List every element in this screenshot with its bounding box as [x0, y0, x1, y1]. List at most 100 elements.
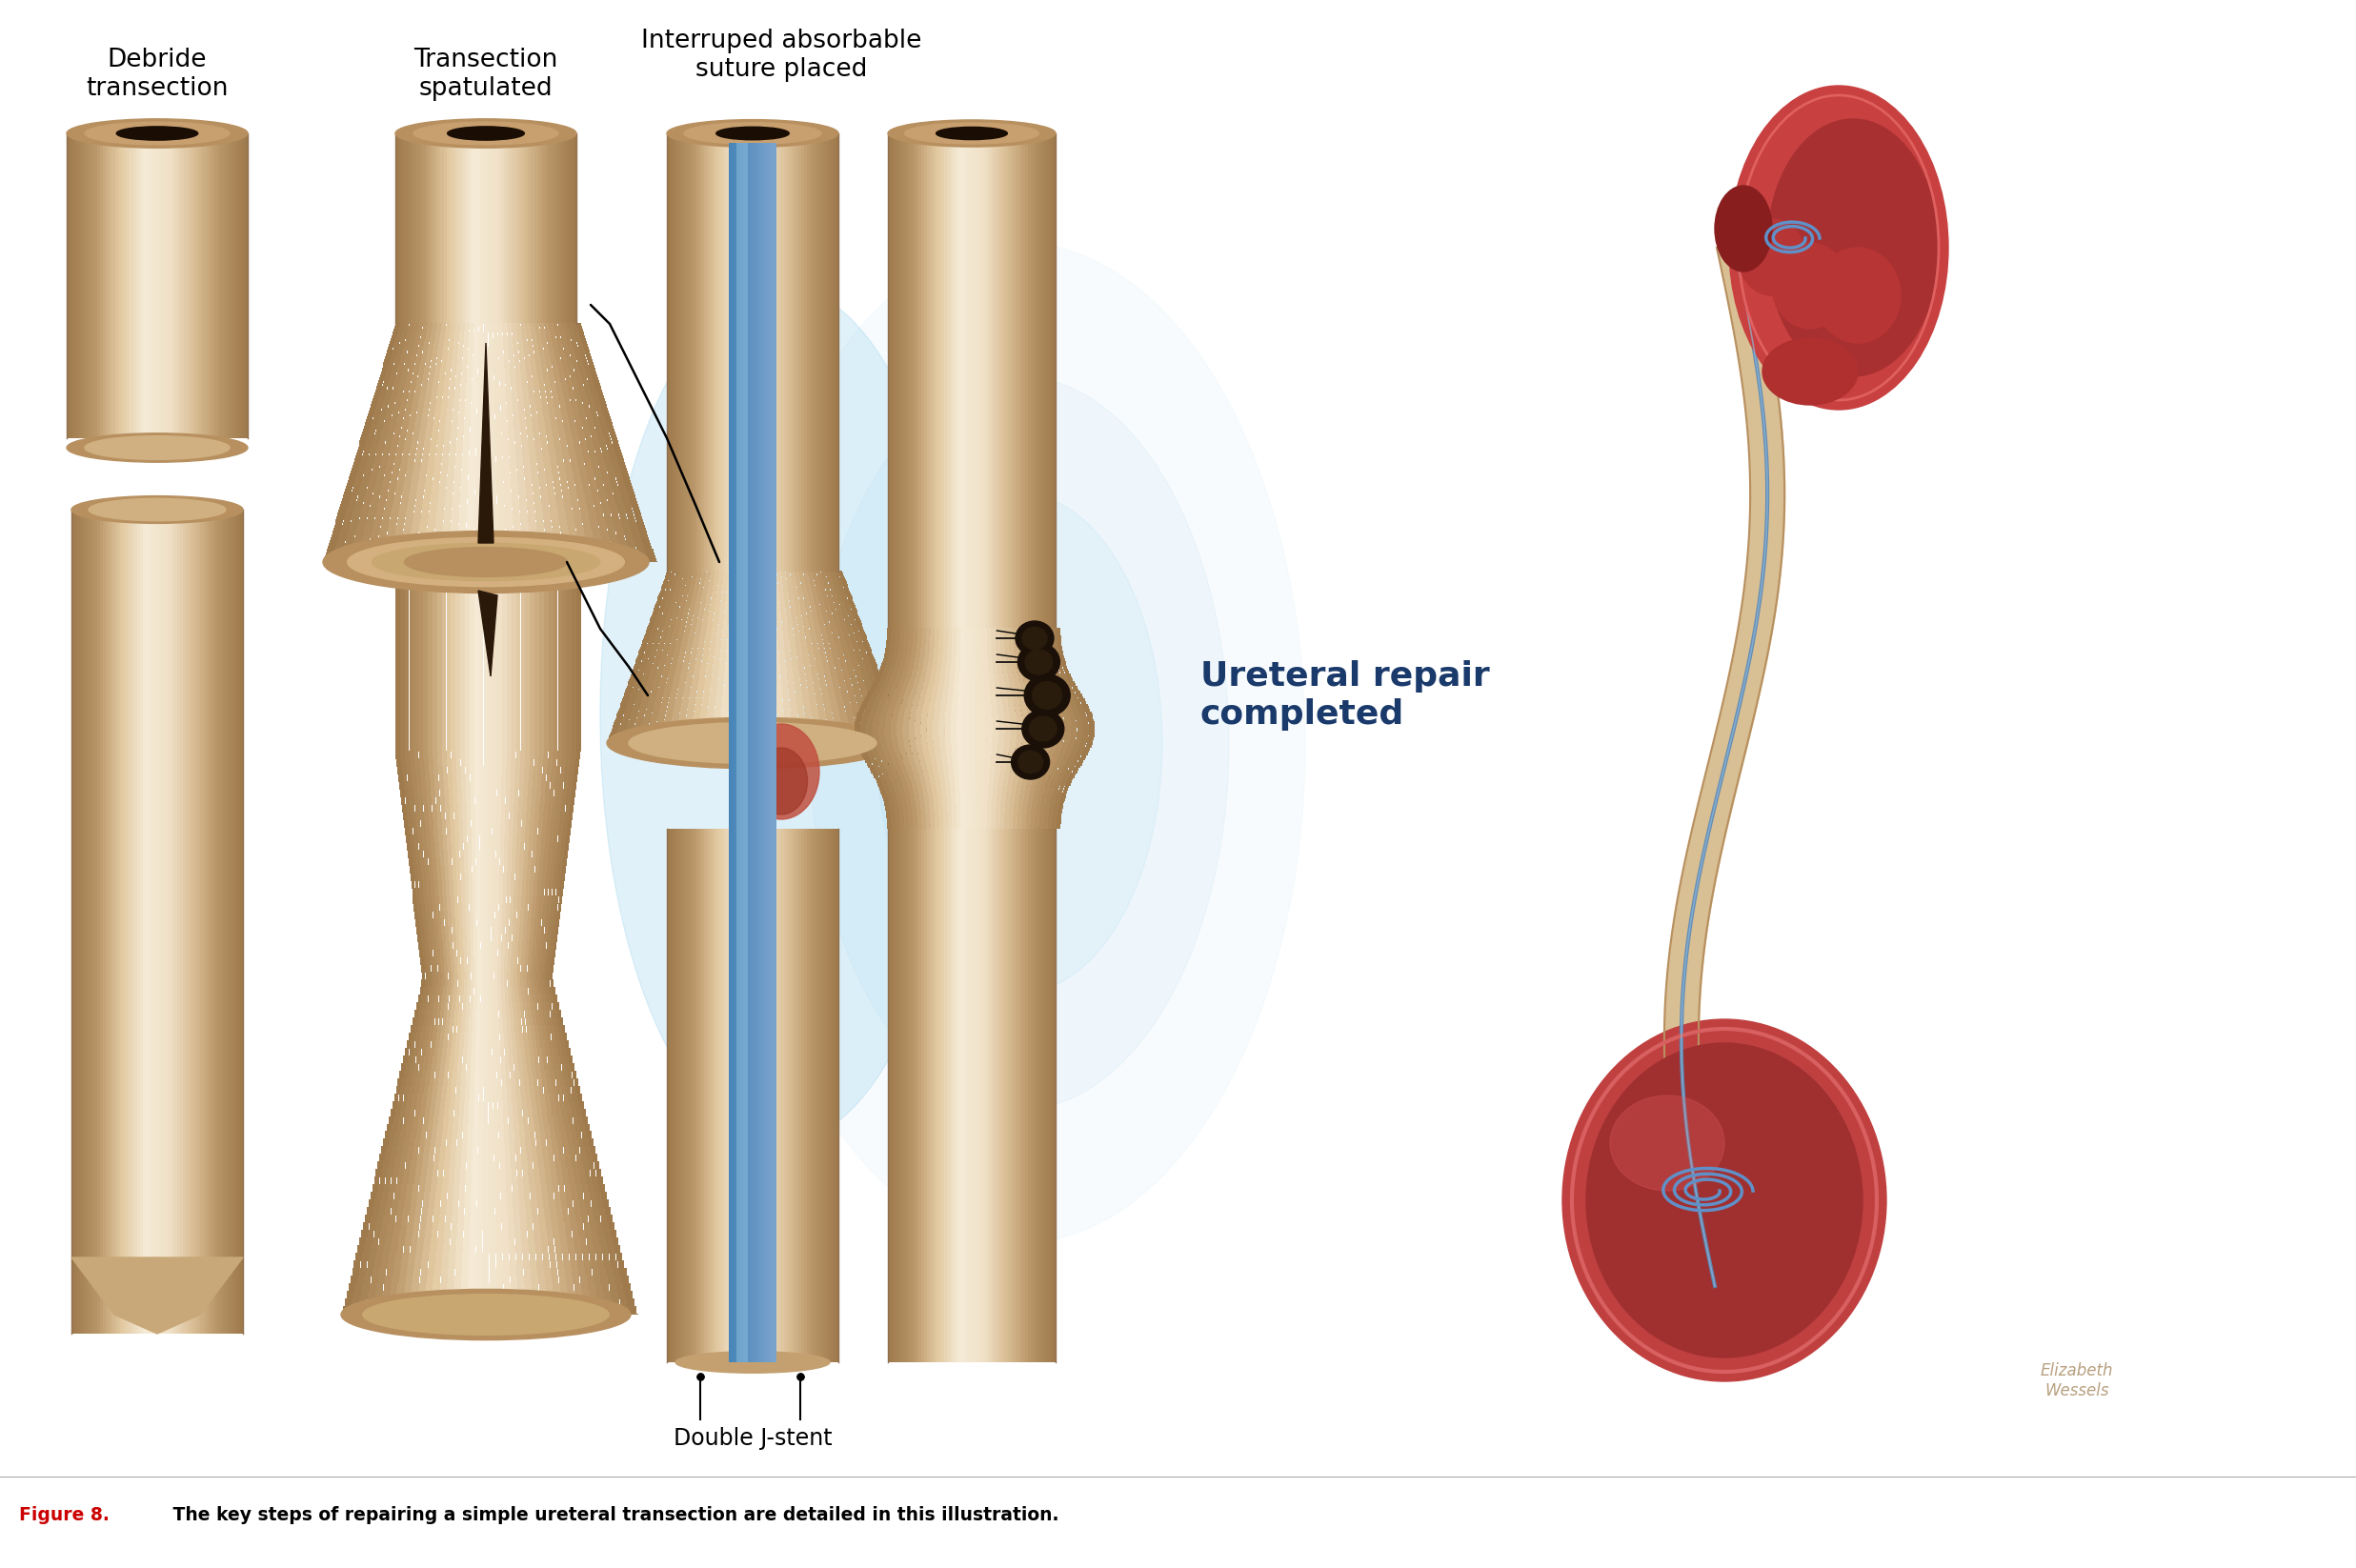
Bar	[688, 829, 690, 1363]
Bar	[712, 829, 716, 1363]
Bar	[891, 643, 895, 646]
Bar	[417, 895, 419, 905]
Bar	[655, 616, 662, 619]
Bar	[712, 668, 719, 671]
Bar	[540, 964, 544, 972]
Bar	[542, 365, 547, 368]
Bar	[702, 133, 704, 572]
Bar	[737, 662, 744, 665]
Bar	[523, 972, 528, 980]
Bar	[575, 453, 582, 456]
Bar	[653, 735, 660, 739]
Bar	[577, 1306, 584, 1314]
Bar	[360, 516, 368, 521]
Bar	[497, 552, 507, 557]
Bar	[900, 751, 907, 756]
Bar	[860, 646, 865, 649]
Bar	[474, 372, 478, 375]
Bar	[740, 593, 744, 596]
Bar	[714, 577, 719, 580]
Bar	[662, 612, 667, 615]
Bar	[766, 616, 770, 619]
Bar	[947, 792, 952, 797]
Bar	[502, 577, 507, 585]
Bar	[843, 588, 848, 591]
Bar	[1023, 630, 1025, 633]
Bar	[827, 720, 834, 723]
Bar	[504, 1146, 509, 1156]
Bar	[1041, 699, 1046, 702]
Bar	[422, 461, 429, 466]
Bar	[429, 414, 434, 417]
Bar	[1084, 734, 1088, 737]
Bar	[476, 927, 481, 935]
Bar	[410, 676, 415, 684]
Bar	[1053, 804, 1058, 809]
Bar	[832, 579, 836, 582]
Bar	[452, 492, 459, 495]
Bar	[1015, 798, 1020, 801]
Bar	[1032, 745, 1039, 748]
Bar	[620, 729, 627, 732]
Bar	[530, 637, 535, 646]
Bar	[605, 558, 615, 561]
Bar	[417, 1192, 424, 1201]
Bar	[794, 638, 801, 641]
Bar	[570, 489, 575, 492]
Bar	[881, 699, 886, 702]
Bar	[403, 1071, 408, 1079]
Bar	[530, 652, 535, 660]
Bar	[584, 386, 589, 390]
Bar	[422, 389, 426, 394]
Bar	[551, 903, 554, 911]
Bar	[488, 767, 492, 775]
Bar	[384, 362, 389, 365]
Bar	[719, 627, 723, 630]
Bar	[704, 610, 709, 613]
Bar	[497, 522, 504, 525]
Bar	[808, 646, 813, 649]
Bar	[973, 635, 978, 638]
Bar	[434, 477, 441, 481]
Bar	[471, 858, 476, 866]
Bar	[1048, 778, 1053, 781]
Bar	[441, 820, 445, 828]
Bar	[382, 386, 386, 390]
Bar	[497, 615, 502, 622]
Bar	[1020, 701, 1025, 704]
Bar	[582, 343, 587, 348]
Bar	[551, 519, 558, 522]
Bar	[459, 525, 466, 528]
Bar	[872, 663, 876, 666]
Bar	[900, 663, 905, 666]
Bar	[401, 431, 408, 436]
Bar	[749, 629, 756, 632]
Bar	[492, 873, 495, 881]
Bar	[554, 781, 558, 790]
Bar	[650, 723, 657, 726]
Bar	[495, 444, 502, 447]
Bar	[695, 662, 702, 665]
Bar	[622, 696, 629, 699]
Bar	[424, 444, 431, 447]
Bar	[907, 808, 912, 811]
Bar	[504, 519, 514, 522]
Bar	[544, 1261, 549, 1269]
Bar	[558, 1047, 563, 1057]
Bar	[777, 635, 782, 638]
Bar	[997, 633, 999, 637]
Bar	[872, 750, 876, 753]
Bar	[424, 486, 431, 489]
Bar	[1084, 729, 1088, 732]
Bar	[679, 615, 683, 618]
Bar	[422, 1047, 426, 1057]
Bar	[931, 817, 935, 822]
Bar	[535, 964, 537, 972]
Bar	[558, 569, 563, 577]
Bar	[544, 986, 549, 996]
Bar	[405, 1283, 412, 1292]
Bar	[471, 1200, 476, 1209]
Bar	[466, 362, 474, 365]
Bar	[403, 536, 410, 541]
Bar	[474, 343, 478, 348]
